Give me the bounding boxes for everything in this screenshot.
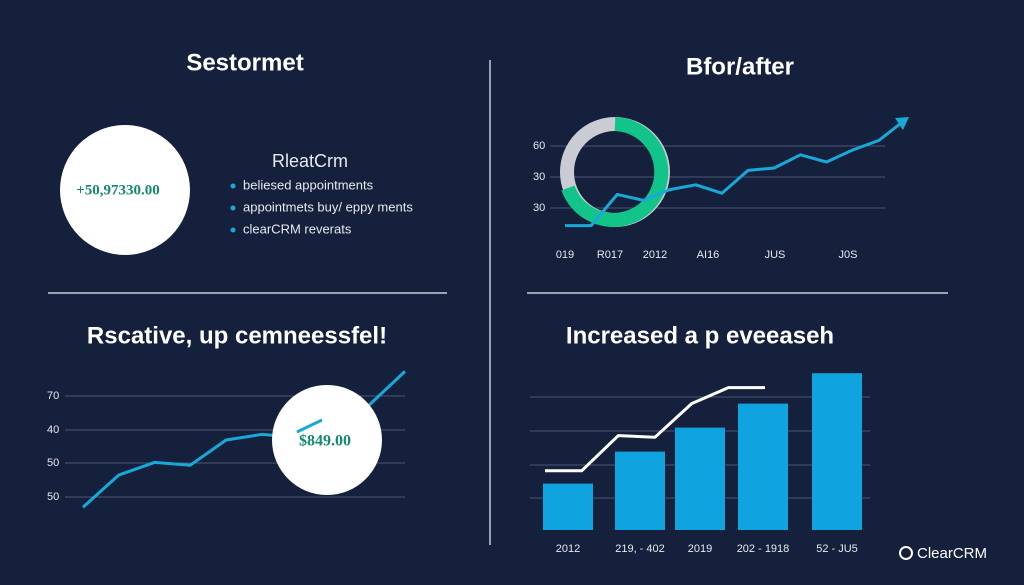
bullet	[230, 205, 236, 211]
x-tick-label: J0S	[839, 249, 858, 261]
chart-title: Increased a p eveeaseh	[566, 322, 834, 349]
bar	[543, 483, 593, 530]
annotation-arrow	[296, 418, 323, 434]
bullet	[230, 183, 236, 189]
x-tick-label: 2019	[688, 543, 712, 555]
bullet	[230, 227, 236, 233]
brand-icon	[899, 546, 913, 560]
x-tick-label: JUS	[765, 249, 786, 261]
chart-title: Bfor/after	[686, 53, 794, 80]
list-item: clearCRM reverats	[243, 221, 352, 236]
section-title: Sestormet	[186, 49, 303, 76]
x-tick-label: 2012	[556, 543, 580, 555]
bar	[675, 427, 725, 530]
x-tick-label: 52 - JU5	[816, 543, 858, 555]
line	[565, 118, 906, 228]
bar	[615, 451, 665, 530]
y-tick-label: 50	[47, 457, 59, 469]
y-tick-label: 30	[533, 171, 545, 183]
x-tick-label: 2012	[643, 249, 667, 261]
bar	[812, 373, 862, 530]
x-tick-label: AI16	[697, 249, 720, 261]
list-title: RleatCrm	[272, 151, 348, 171]
bar	[738, 403, 788, 530]
arrow-head	[895, 117, 909, 130]
value-circle	[60, 125, 190, 255]
x-tick-label: 202 - 1918	[737, 543, 790, 555]
summary-value: +50,97330.00	[76, 182, 160, 198]
brand: ClearCRM	[899, 545, 987, 562]
annotation: $849.00	[299, 433, 351, 450]
x-tick-label: R017	[597, 249, 623, 261]
y-tick-label: 70	[47, 390, 59, 402]
y-tick-label: 60	[533, 140, 545, 152]
list: beliesed appointments appointmets buy/ ep…	[230, 177, 413, 236]
x-tick-label: 019	[556, 249, 574, 261]
trend-line	[545, 386, 765, 473]
chart-title: Rscative, up cemneessfel!	[87, 322, 387, 349]
brand-name: ClearCRM	[917, 545, 987, 562]
y-tick-label: 40	[47, 424, 59, 436]
y-tick-label: 30	[533, 202, 545, 214]
list-item: beliesed appointments	[243, 177, 374, 192]
x-tick-label: 219, - 402	[615, 543, 665, 555]
annotation-circle	[272, 385, 382, 495]
donut-green	[561, 117, 669, 227]
y-tick-label: 50	[47, 491, 59, 503]
list-item: appointmets buy/ eppy ments	[243, 199, 413, 214]
